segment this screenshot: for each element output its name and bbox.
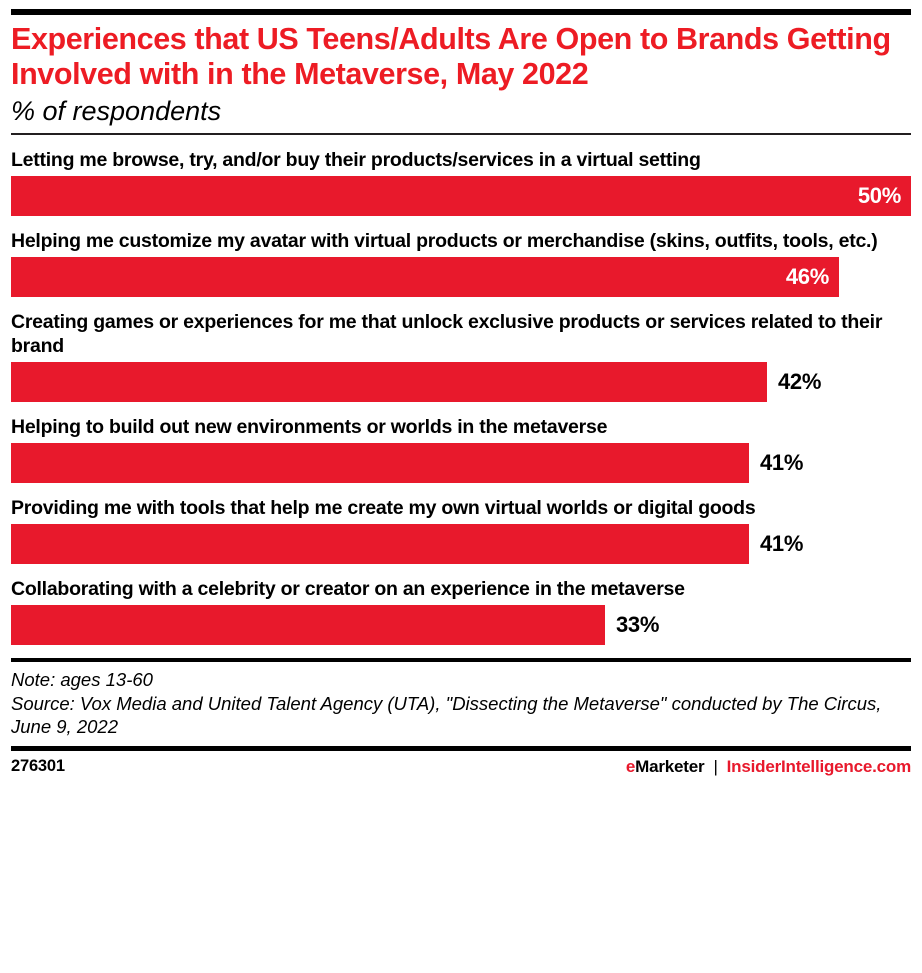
subtitle-divider: [11, 133, 911, 135]
bar-track: 33%: [11, 605, 911, 645]
bar-row: Letting me browse, try, and/or buy their…: [11, 148, 911, 216]
bar-track: 42%: [11, 362, 911, 402]
bar-value-label: 33%: [616, 612, 660, 637]
bar-track: 50%: [11, 176, 911, 216]
footer-divider: [11, 745, 911, 751]
notes-divider: [11, 658, 911, 662]
bar-category-label: Letting me browse, try, and/or buy their…: [11, 149, 701, 171]
chart-notes: Note: ages 13-60 Source: Vox Media and U…: [11, 668, 911, 739]
bar-row: Collaborating with a celebrity or creato…: [11, 577, 911, 645]
page-title: Experiences that US Teens/Adults Are Ope…: [11, 22, 891, 91]
bar-category-label: Collaborating with a celebrity or creato…: [11, 578, 685, 600]
brand-e: e: [625, 756, 636, 776]
bar[interactable]: [11, 362, 767, 402]
bar-category-label: Helping me customize my avatar with virt…: [11, 230, 878, 252]
bar-row: Creating games or experiences for me tha…: [11, 310, 911, 402]
bar-row: Helping to build out new environments or…: [11, 415, 911, 483]
bar-category-label: Creating games or experiences for me tha…: [11, 311, 883, 357]
bar-value-label: 46%: [785, 264, 829, 289]
bar[interactable]: [11, 605, 605, 645]
brand-lockup: e Marketer | InsiderIntelligence.com: [626, 757, 911, 777]
source-text: Source: Vox Media and United Talent Agen…: [11, 692, 887, 738]
bar-track: 46%: [11, 257, 911, 297]
note-text: Note: ages 13-60: [11, 669, 153, 690]
bar-chart-rows: Letting me browse, try, and/or buy their…: [11, 148, 911, 645]
bar-row: Helping me customize my avatar with virt…: [11, 229, 911, 297]
chart-id: 276301: [11, 757, 65, 775]
bar[interactable]: [11, 524, 749, 564]
bar-value-label: 41%: [760, 531, 804, 556]
bar-value-label: 41%: [760, 450, 804, 475]
top-rule: [11, 9, 911, 15]
bar-category-label: Providing me with tools that help me cre…: [11, 497, 756, 519]
bar-value-label: 50%: [857, 183, 901, 208]
bar[interactable]: [11, 443, 749, 483]
chart-card: Experiences that US Teens/Adults Are Ope…: [0, 9, 922, 973]
bar-track: 41%: [11, 524, 911, 564]
bar-track: 41%: [11, 443, 911, 483]
chart-subtitle: % of respondents: [11, 96, 222, 126]
brand-marketer: Marketer: [635, 756, 705, 776]
bar[interactable]: 46%: [11, 257, 839, 297]
bar-row: Providing me with tools that help me cre…: [11, 496, 911, 564]
bar-category-label: Helping to build out new environments or…: [11, 416, 608, 438]
footer: 276301 e Marketer | InsiderIntelligence.c…: [11, 757, 911, 777]
brand-separator: |: [713, 756, 718, 776]
bar[interactable]: 50%: [11, 176, 911, 216]
brand-website: InsiderIntelligence.com: [726, 756, 912, 776]
bar-value-label: 42%: [778, 369, 822, 394]
